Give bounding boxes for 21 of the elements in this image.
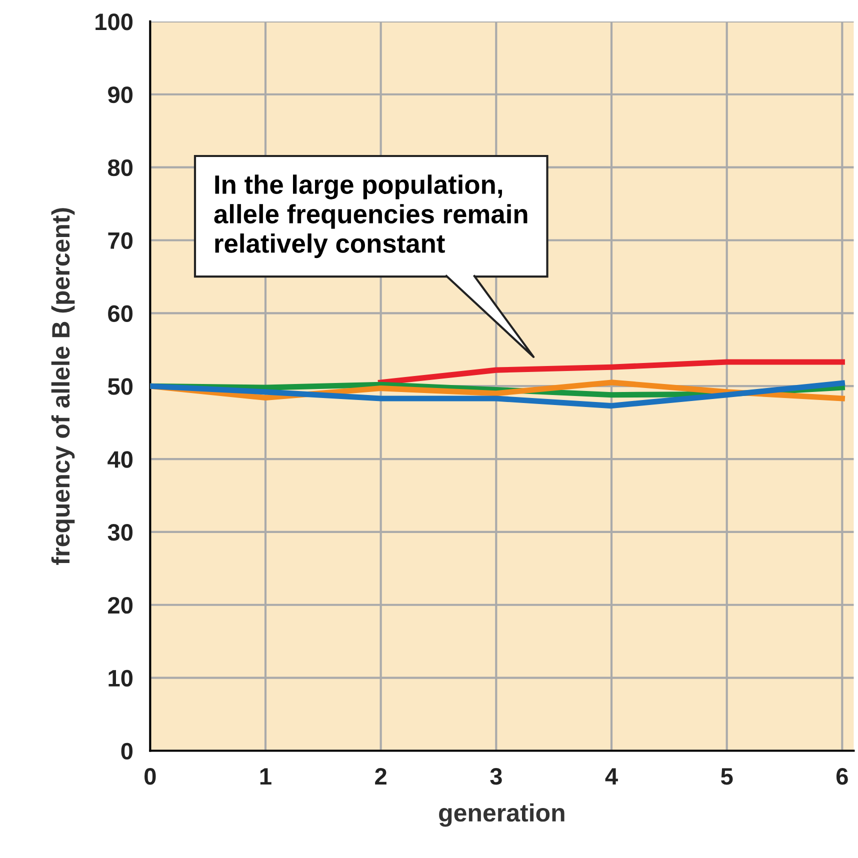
y-tick-label: 10 xyxy=(108,670,133,687)
y-tick-label: 70 xyxy=(108,232,133,250)
y-tick-label: 60 xyxy=(108,305,133,322)
y-tick-label: 20 xyxy=(108,596,133,614)
x-tick-label: 5 xyxy=(721,768,733,785)
y-axis-title: frequency of allele B (percent) xyxy=(51,208,75,565)
y-tick-label: 40 xyxy=(108,451,133,468)
annotation: In the large population, allele frequencies remain relatively constant xyxy=(214,174,528,258)
y-tick-label: 30 xyxy=(108,524,133,541)
y-tick-label: 80 xyxy=(108,159,133,176)
x-tick-label: 1 xyxy=(260,768,272,785)
x-tick-label: 2 xyxy=(375,768,386,785)
x-tick-label: 4 xyxy=(605,768,618,785)
y-tick-label: 50 xyxy=(108,378,133,395)
x-axis-title: generation xyxy=(439,803,564,827)
x-tick-label: 0 xyxy=(144,768,156,785)
x-tick-label: 6 xyxy=(836,768,848,785)
y-tick-label: 0 xyxy=(121,742,133,760)
x-tick-label: 3 xyxy=(490,768,502,785)
y-tick-label: 90 xyxy=(108,86,133,104)
y-tick-label: 100 xyxy=(96,14,133,30)
